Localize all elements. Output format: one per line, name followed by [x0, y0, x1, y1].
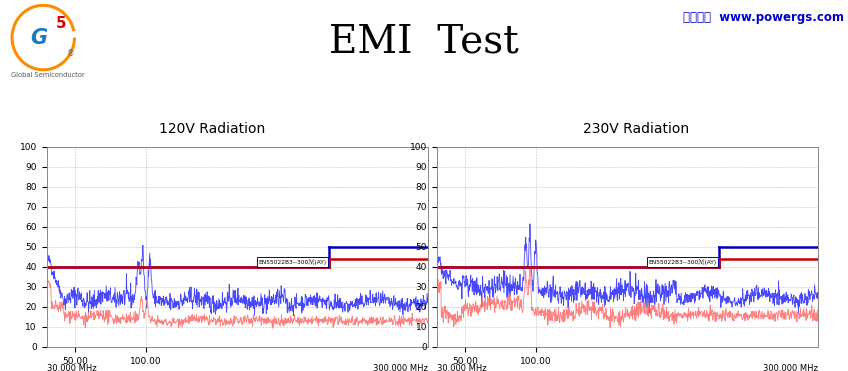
Text: 120V Radiation: 120V Radiation [159, 122, 265, 136]
Text: Radiation test: Radiation test [363, 94, 485, 109]
Text: 230V Radiation: 230V Radiation [583, 122, 689, 136]
Text: ®: ® [67, 49, 75, 58]
Text: 300.000 MHz: 300.000 MHz [373, 364, 428, 371]
Text: G: G [30, 27, 47, 47]
Text: Global Semiconductor: Global Semiconductor [11, 72, 85, 78]
Text: EN55022B3--300ℳ(AY): EN55022B3--300ℳ(AY) [259, 259, 326, 265]
Text: 港晶电子  www.powergs.com: 港晶电子 www.powergs.com [683, 10, 844, 24]
Text: EN55022B3--300ℳ(AY): EN55022B3--300ℳ(AY) [649, 259, 717, 265]
Text: EMI  Test: EMI Test [329, 24, 519, 61]
Text: 300.000 MHz: 300.000 MHz [763, 364, 818, 371]
Text: 30.000 MHz: 30.000 MHz [47, 364, 97, 371]
Text: 30.000 MHz: 30.000 MHz [437, 364, 487, 371]
Text: 5: 5 [55, 16, 66, 32]
